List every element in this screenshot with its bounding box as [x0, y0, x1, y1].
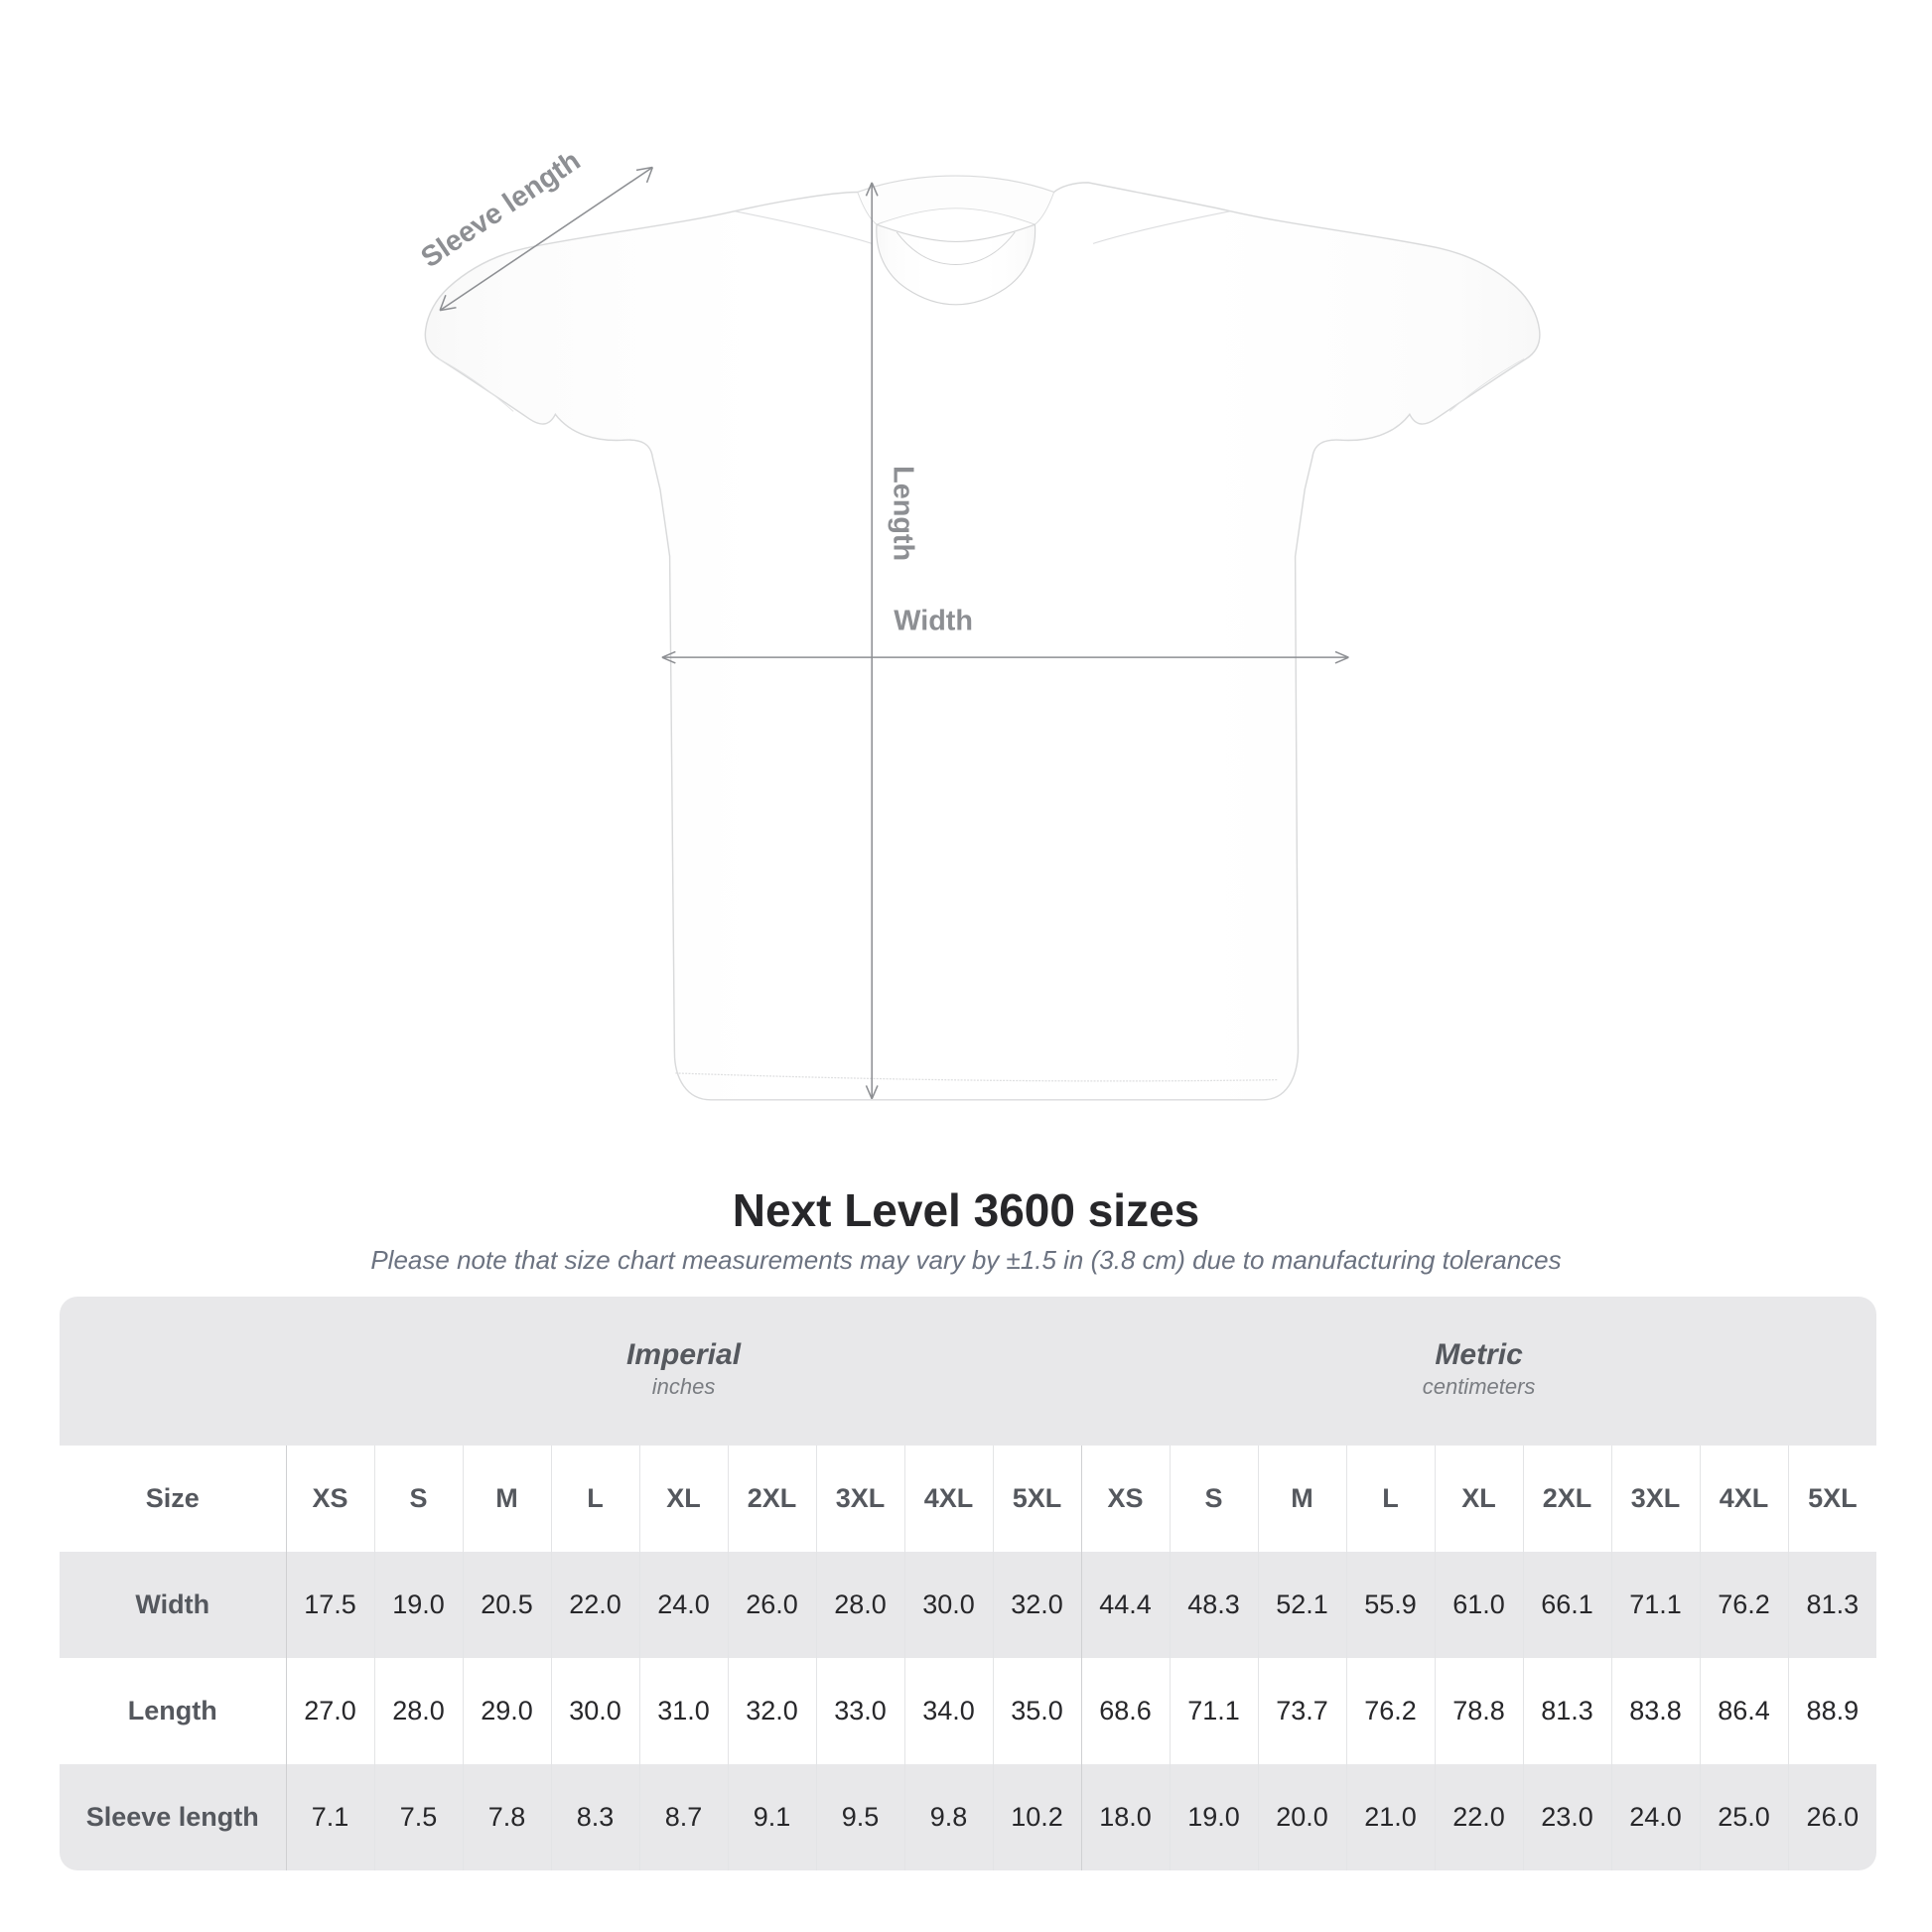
svg-text:Width: Width	[894, 605, 973, 636]
svg-text:Length: Length	[887, 466, 918, 561]
svg-text:Sleeve length: Sleeve length	[416, 145, 587, 274]
